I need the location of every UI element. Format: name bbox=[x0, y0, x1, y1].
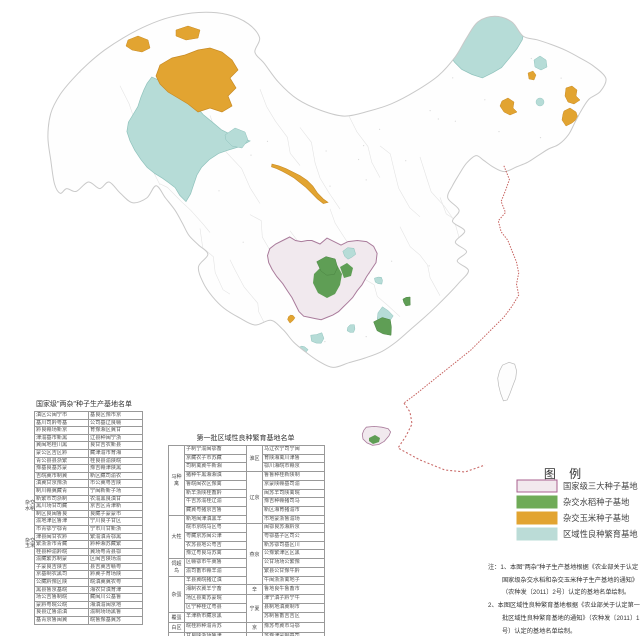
svg-text:区域性良种繁育基地: 区域性良种繁育基地 bbox=[563, 529, 638, 539]
svg-text:杂交玉米种子基地: 杂交玉米种子基地 bbox=[563, 513, 629, 523]
svg-text:国家级三大种子基地: 国家级三大种子基地 bbox=[563, 481, 638, 491]
svg-text:图 例: 图 例 bbox=[544, 467, 586, 481]
svg-text:杂交水稻种子基地: 杂交水稻种子基地 bbox=[563, 497, 629, 507]
